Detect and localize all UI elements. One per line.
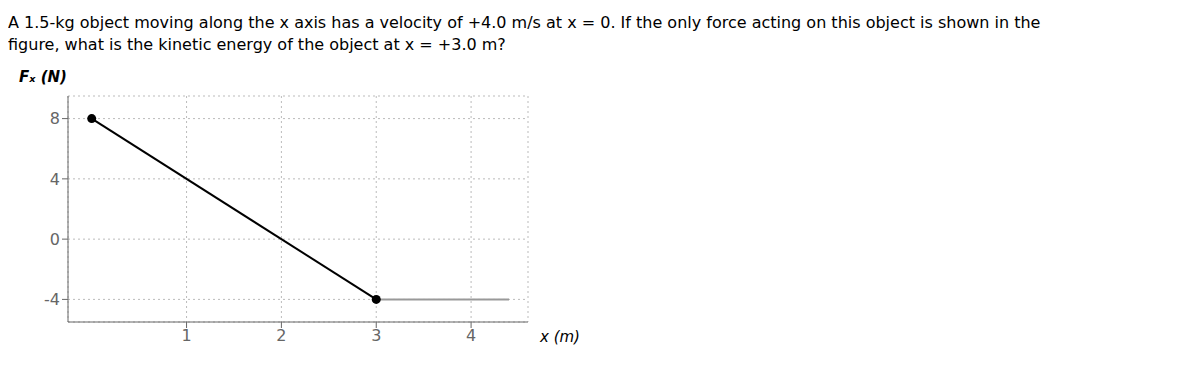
svg-text:-4: -4 — [44, 290, 60, 309]
svg-text:4: 4 — [50, 170, 60, 189]
svg-text:Fₓ (N): Fₓ (N) — [19, 68, 67, 86]
svg-text:0: 0 — [50, 230, 60, 249]
svg-text:2: 2 — [276, 326, 286, 345]
html-text:A 1.5-kg object moving along t: A 1.5-kg object moving along the x axis … — [8, 13, 1041, 32]
svg-text:4: 4 — [466, 326, 476, 345]
html-text:figure, what is the kinetic en: figure, what is the kinetic energy of th… — [8, 35, 506, 54]
svg-text:1: 1 — [181, 326, 191, 345]
svg-text:3: 3 — [371, 326, 381, 345]
svg-text:x (m): x (m) — [539, 328, 580, 346]
svg-text:8: 8 — [50, 109, 60, 128]
